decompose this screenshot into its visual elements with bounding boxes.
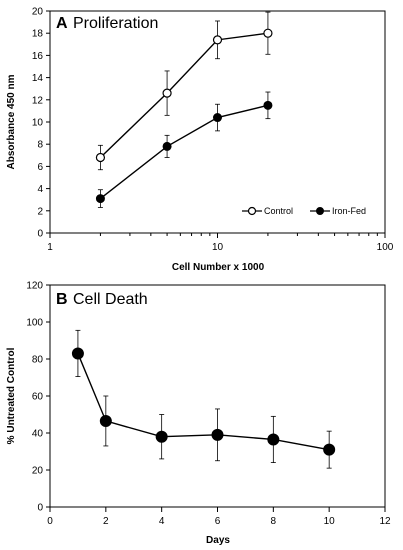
panel-b-series-0-point [71,347,84,360]
panel-a-y-tick-label: 20 [32,7,44,18]
panel-a-series-lines [99,32,269,200]
legend-iron-fed-marker [316,207,324,215]
panel-b-title: Cell Death [73,291,148,308]
panel-b-series-0-point [211,428,224,441]
panel-a-y-tick-label: 16 [32,51,44,62]
panel-b-y-tick-label: 80 [32,355,44,366]
panel-a-control-point [95,152,106,163]
panel-b-y-tick-label: 20 [32,466,44,477]
panel-b-plot-frame [49,284,386,508]
panel-b-x-tick-label: 10 [324,516,336,527]
panel-a-y-tick-label: 8 [37,140,43,151]
panel-b-series-0-point [99,414,112,427]
panel-b-x-tick-label: 4 [159,516,165,527]
legend-control-marker [247,206,257,216]
panel-a-data-points [95,28,273,204]
legend-iron-fed: Iron-Fed [310,206,366,216]
panel-b-series-0-point [323,443,336,456]
panel-a-iron-fed-line [99,104,269,200]
panel-a-y-tick-label: 18 [32,29,44,40]
panel-b-data-points [71,347,336,456]
panel-b-y-axis-ticks: 0 20 40 60 80 100 120 [26,281,50,514]
panel-a-control-point [162,88,172,98]
panel-b-x-tick-label: 0 [47,516,53,527]
panel-a-control-point [212,35,223,45]
panel-b-x-axis-ticks: 0 2 4 6 8 10 12 [47,507,391,527]
panel-a-y-tick-label: 14 [32,73,44,84]
legend-control-label: Control [264,206,293,216]
panel-b-y-tick-label: 100 [26,318,43,329]
legend-control: Control [242,206,293,216]
panel-a-control-line [99,32,269,159]
panel-b-series-0-point [155,430,168,443]
panel-b-x-tick-label: 12 [379,516,391,527]
panel-a-x-tick-label: 100 [377,242,394,253]
panel-b-y-tick-label: 60 [32,392,44,403]
panel-a-control-point [263,28,273,38]
panel-a-x-axis-ticks: 1 10 100 [47,233,394,253]
panel-a-y-tick-label: 2 [37,206,43,217]
panel-a-x-tick-label: 1 [47,242,53,253]
panel-a-iron-fed-point [162,141,172,151]
panel-b-x-tick-label: 6 [215,516,221,527]
panel-a-iron-fed-point [213,113,222,123]
panel-a-y-tick-label: 12 [32,95,44,106]
panel-b-series-0-point [267,433,280,446]
panel-a-y-tick-label: 10 [32,118,44,129]
panel-b-y-tick-label: 120 [26,281,43,292]
panel-a-iron-fed-point [95,194,105,204]
panel-b-y-axis-title: % Untreated Control [6,347,17,444]
panel-b-letter: B [56,291,68,308]
panel-a-y-axis-ticks: 0 2 4 6 8 10 12 14 16 18 20 [32,7,50,240]
panel-b-series-0-line [77,353,330,451]
panel-a-iron-fed-point [263,100,273,110]
panel-a-x-axis-title: Cell Number x 1000 [172,262,265,273]
panel-b-x-tick-label: 2 [103,516,109,527]
panel-a-y-tick-label: 0 [37,229,43,240]
panel-a-y-tick-label: 4 [37,184,43,195]
legend-iron-fed-label: Iron-Fed [332,206,366,216]
panel-a-letter: A [56,15,68,32]
panel-b-y-tick-label: 40 [32,429,44,440]
panel-b-x-axis-title: Days [206,535,230,546]
panel-a-title: Proliferation [73,15,158,32]
panel-a-x-tick-label: 10 [212,242,224,253]
panel-a-y-tick-label: 6 [37,162,43,173]
panel-b-chart: 0 20 40 60 80 100 120 0 2 4 6 8 10 12 B Cell Death %… [6,281,391,547]
panel-a-y-axis-title: Absorbance 450 nm [6,74,17,169]
panel-b-y-tick-label: 0 [37,503,43,514]
panel-b-x-tick-label: 8 [271,516,277,527]
panel-a-chart: 0 2 4 6 8 10 12 14 16 18 20 1 10 100 A Proliferation… [6,7,394,274]
panel-a-legend: Control Iron-Fed [242,206,366,216]
panel-b-series-lines [77,353,330,451]
